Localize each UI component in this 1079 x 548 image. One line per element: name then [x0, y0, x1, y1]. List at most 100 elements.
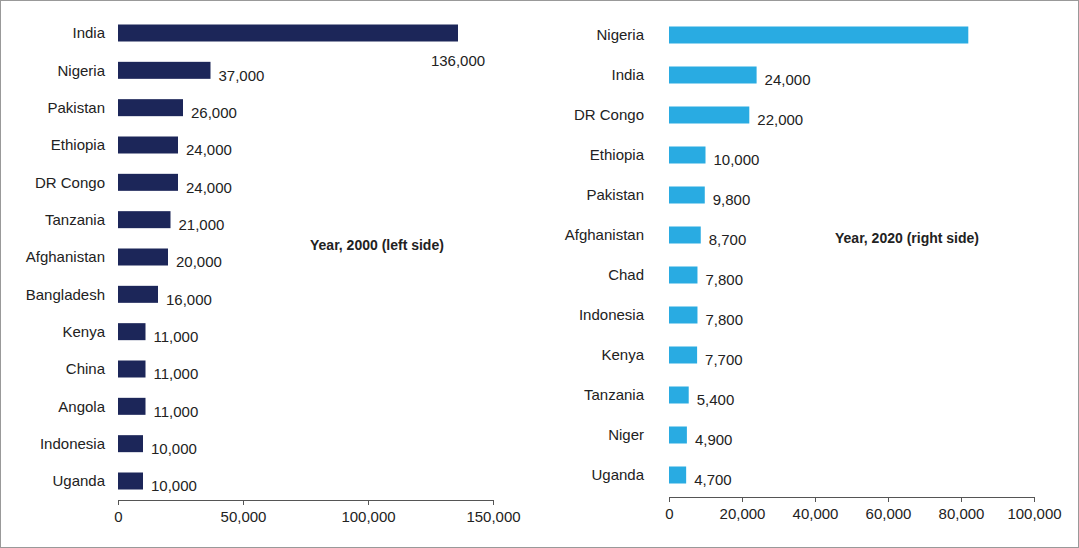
bars — [669, 27, 968, 484]
tick-mark — [368, 500, 369, 505]
data-label: 11,000 — [154, 403, 199, 420]
data-label: 24,000 — [765, 71, 811, 88]
data-label: 20,000 — [176, 253, 222, 270]
category-tick: Pakistan — [586, 186, 644, 203]
category-tick: Pakistan — [47, 99, 105, 116]
data-label: 21,000 — [179, 216, 225, 233]
annotation: Year, 2020 (right side) — [835, 230, 979, 246]
category-label: Indonesia — [579, 306, 645, 323]
bar — [669, 227, 701, 244]
category-label: Tanzania — [584, 386, 645, 403]
data-label: 11,000 — [154, 365, 199, 382]
category-tick: India — [72, 24, 105, 41]
category-label: Tanzania — [45, 211, 106, 228]
value-axis: 0 20,000 40,000 60,000 80,000 100,000 — [665, 497, 1061, 522]
category-label: Angola — [58, 398, 105, 415]
category-label: China — [66, 360, 106, 377]
data-label: 7,800 — [705, 311, 743, 328]
category-label: Afghanistan — [565, 226, 644, 243]
tick-mark — [669, 497, 670, 502]
annotation: Year, 2000 (left side) — [310, 237, 444, 253]
category-tick: Indonesia — [579, 306, 645, 323]
axis-line — [670, 497, 1035, 498]
category-label: Nigeria — [596, 26, 644, 43]
value-tick: 50,000 — [221, 500, 267, 525]
bar — [118, 435, 143, 452]
value-tick: 0 — [114, 500, 122, 525]
tick-mark — [1034, 497, 1035, 502]
tick-mark — [961, 497, 962, 502]
data-label: 5,400 — [697, 391, 735, 408]
category-tick: India — [611, 66, 644, 83]
data-label: 136,000 — [431, 52, 485, 69]
value-tick: 20,000 — [720, 497, 766, 522]
frame — [1, 1, 1079, 548]
category-label: Kenya — [601, 346, 644, 363]
bar — [118, 25, 458, 42]
data-label: 24,000 — [186, 141, 232, 158]
tick-mark — [815, 497, 816, 502]
bar — [669, 147, 706, 164]
data-label: 4,900 — [695, 431, 733, 448]
tick-mark — [243, 500, 244, 505]
data-label: 10,000 — [714, 151, 760, 168]
data-label: 9,800 — [713, 191, 751, 208]
category-tick: Ethiopia — [590, 146, 645, 163]
category-label: India — [611, 66, 644, 83]
category-axis: IndiaNigeriaPakistanEthiopiaDR CongoTanz… — [26, 24, 106, 489]
value-tick: 60,000 — [866, 497, 912, 522]
tick-mark — [493, 500, 494, 505]
bar — [118, 249, 168, 266]
category-tick: Nigeria — [57, 62, 105, 79]
value-tick: 150,000 — [466, 500, 520, 525]
category-tick: Kenya — [62, 323, 105, 340]
category-label: Afghanistan — [26, 248, 105, 265]
bar — [118, 211, 171, 228]
data-label: 37,000 — [219, 67, 265, 84]
data-label: 22,000 — [757, 111, 803, 128]
chart-panel: Nigeria India DR Congo Ethiopia Pakistan Afgh… — [565, 26, 1062, 521]
data-label: 10,000 — [151, 477, 197, 494]
bar — [118, 286, 158, 303]
category-label: Nigeria — [57, 62, 105, 79]
bar — [669, 187, 705, 204]
category-tick: Uganda — [591, 466, 644, 483]
category-tick: Tanzania — [584, 386, 645, 403]
data-label: 10,000 — [151, 440, 197, 457]
bar — [669, 307, 697, 324]
tick-mark — [118, 500, 119, 505]
value-tick: 100,000 — [1007, 497, 1061, 522]
tick-label: 60,000 — [866, 505, 912, 522]
tick-label: 20,000 — [720, 505, 766, 522]
category-label: Uganda — [591, 466, 644, 483]
category-tick: Bangladesh — [26, 286, 105, 303]
bar — [669, 27, 968, 44]
tick-label: 0 — [665, 505, 673, 522]
category-label: Niger — [608, 426, 644, 443]
category-tick: Kenya — [601, 346, 644, 363]
category-label: DR Congo — [35, 174, 105, 191]
category-tick: Afghanistan — [565, 226, 644, 243]
tick-mark — [888, 497, 889, 502]
bar — [669, 267, 697, 284]
value-axis: 050,000100,000150,000 — [114, 500, 520, 525]
category-tick: DR Congo — [35, 174, 105, 191]
tick-label: 100,000 — [1007, 505, 1061, 522]
bar — [669, 347, 697, 364]
tick-label: 40,000 — [793, 505, 839, 522]
category-tick: DR Congo — [574, 106, 644, 123]
bar — [669, 107, 749, 124]
bar — [669, 387, 689, 404]
category-label: Bangladesh — [26, 286, 105, 303]
category-tick: Niger — [608, 426, 644, 443]
category-label: Chad — [608, 266, 644, 283]
category-tick: Chad — [608, 266, 644, 283]
category-label: Indonesia — [40, 435, 106, 452]
bar — [669, 67, 757, 84]
bar — [118, 398, 146, 415]
data-labels: 24,00022,00010,0009,8008,7007,8007,8007,… — [694, 71, 810, 488]
data-label: 4,700 — [694, 471, 732, 488]
tick-label: 80,000 — [939, 505, 985, 522]
data-label: 7,700 — [705, 351, 743, 368]
bar — [118, 62, 211, 79]
